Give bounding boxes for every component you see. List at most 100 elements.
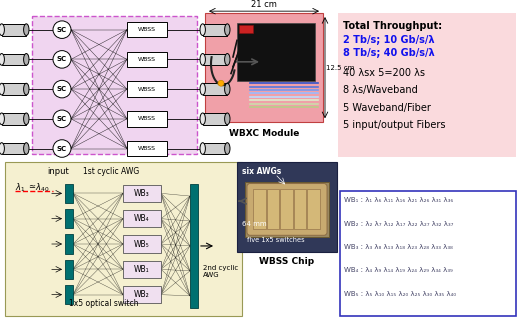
Bar — [2, 24, 27, 36]
Text: WBSS: WBSS — [138, 87, 156, 92]
Bar — [245, 182, 329, 237]
Bar — [237, 162, 337, 252]
Bar — [2, 143, 27, 154]
Ellipse shape — [200, 53, 205, 65]
Bar — [65, 260, 73, 279]
Text: WB₂: WB₂ — [134, 290, 150, 299]
Text: WBSS: WBSS — [138, 146, 156, 151]
Ellipse shape — [23, 143, 29, 154]
Bar — [190, 184, 198, 308]
Bar — [338, 13, 516, 157]
Circle shape — [53, 21, 71, 38]
Text: SC: SC — [57, 116, 67, 122]
Bar — [2, 53, 27, 65]
Text: five 1x5 switches: five 1x5 switches — [247, 237, 305, 243]
Bar — [123, 185, 161, 202]
Bar — [127, 52, 167, 67]
Text: WBSS: WBSS — [138, 116, 156, 121]
Text: WB₃ : λ₃ λ₈ λ₁₃ λ₁₈ λ₂₃ λ₂₈ λ₃₃ λ₃₈: WB₃ : λ₃ λ₈ λ₁₃ λ₁₈ λ₂₃ λ₂₈ λ₃₃ λ₃₈ — [344, 244, 453, 250]
Ellipse shape — [0, 83, 4, 95]
Ellipse shape — [23, 113, 29, 125]
Text: WBSS: WBSS — [138, 57, 156, 62]
Text: 2nd cyclic
AWG: 2nd cyclic AWG — [203, 265, 238, 278]
Text: WB₁: WB₁ — [134, 265, 150, 274]
Bar — [205, 13, 323, 122]
Text: input: input — [47, 167, 69, 176]
Text: six AWGs: six AWGs — [242, 167, 281, 176]
Ellipse shape — [225, 113, 230, 125]
Text: SC: SC — [57, 146, 67, 152]
Bar — [127, 141, 167, 156]
Text: 5 input/output Fibers: 5 input/output Fibers — [343, 120, 446, 130]
Ellipse shape — [200, 24, 205, 36]
Ellipse shape — [0, 24, 4, 36]
Bar — [267, 189, 279, 229]
Text: SC: SC — [57, 56, 67, 62]
Circle shape — [53, 110, 71, 128]
Text: Total Throughput:: Total Throughput: — [343, 21, 442, 31]
Bar — [203, 143, 227, 154]
Text: WB₁ : λ₁ λ₆ λ₁₁ λ₁₆ λ₂₁ λ₂₆ λ₃₁ λ₃₆: WB₁ : λ₁ λ₆ λ₁₁ λ₁₆ λ₂₁ λ₂₆ λ₃₁ λ₃₆ — [344, 197, 453, 203]
Ellipse shape — [200, 143, 205, 154]
Text: 1x5 optical switch: 1x5 optical switch — [69, 299, 138, 308]
Bar — [127, 111, 167, 127]
Ellipse shape — [225, 24, 230, 36]
Bar — [253, 189, 266, 229]
Text: 1st cyclic AWG: 1st cyclic AWG — [83, 167, 139, 176]
Bar — [203, 24, 227, 36]
Text: $\simeq$: $\simeq$ — [27, 182, 37, 191]
Bar — [2, 113, 27, 125]
Text: WB₅: WB₅ — [134, 239, 150, 249]
Bar — [237, 23, 315, 81]
Ellipse shape — [0, 143, 4, 154]
Bar — [32, 16, 197, 154]
Ellipse shape — [23, 53, 29, 65]
Text: SC: SC — [57, 27, 67, 33]
Text: SC: SC — [57, 86, 67, 92]
Bar — [294, 189, 306, 229]
Text: 8 Tb/s; 40 Gb/s/λ: 8 Tb/s; 40 Gb/s/λ — [343, 48, 435, 58]
Ellipse shape — [225, 143, 230, 154]
Bar — [127, 81, 167, 97]
Text: WB₄ : λ₄ λ₉ λ₁₄ λ₁₉ λ₂₄ λ₂₉ λ₃₄ λ₃₉: WB₄ : λ₄ λ₉ λ₁₄ λ₁₉ λ₂₄ λ₂₉ λ₃₄ λ₃₉ — [344, 268, 453, 273]
Text: 2 Tb/s; 10 Gb/s/λ: 2 Tb/s; 10 Gb/s/λ — [343, 35, 435, 44]
Bar — [203, 53, 227, 65]
Bar — [65, 285, 73, 304]
Text: WB₂ : λ₂ λ₇ λ₁₂ λ₁₇ λ₂₂ λ₂₇ λ₃₂ λ₃₇: WB₂ : λ₂ λ₇ λ₁₂ λ₁₇ λ₂₂ λ₂₇ λ₃₂ λ₃₇ — [344, 220, 453, 227]
Bar — [280, 189, 293, 229]
Bar — [307, 189, 320, 229]
Text: $\lambda_{40}$: $\lambda_{40}$ — [35, 182, 49, 194]
Text: WBXC Module: WBXC Module — [229, 129, 299, 138]
Text: $\lambda_1$: $\lambda_1$ — [15, 182, 25, 194]
Ellipse shape — [23, 83, 29, 95]
Bar — [127, 22, 167, 37]
Bar — [239, 25, 253, 33]
Circle shape — [53, 140, 71, 157]
Bar — [340, 191, 516, 316]
Text: WB₄: WB₄ — [134, 214, 150, 223]
Bar — [123, 260, 161, 278]
Text: 40 λsx 5=200 λs: 40 λsx 5=200 λs — [343, 68, 425, 78]
Circle shape — [218, 80, 224, 86]
Bar — [203, 83, 227, 95]
Circle shape — [53, 51, 71, 68]
Bar — [2, 83, 27, 95]
Ellipse shape — [23, 24, 29, 36]
Text: WBSS: WBSS — [138, 27, 156, 32]
Ellipse shape — [200, 113, 205, 125]
Ellipse shape — [225, 83, 230, 95]
Circle shape — [53, 80, 71, 98]
Bar — [123, 286, 161, 303]
Bar — [5, 162, 242, 316]
Ellipse shape — [200, 83, 205, 95]
Text: 8 λs/Waveband: 8 λs/Waveband — [343, 85, 418, 95]
Text: WB₃: WB₃ — [134, 189, 150, 198]
Text: 5 Waveband/Fiber: 5 Waveband/Fiber — [343, 103, 431, 113]
FancyBboxPatch shape — [247, 184, 327, 235]
Bar — [203, 113, 227, 125]
Text: 12.5 cm: 12.5 cm — [326, 65, 354, 71]
Ellipse shape — [225, 53, 230, 65]
Bar — [65, 234, 73, 254]
Text: WB₅ : λ₅ λ₁₀ λ₁₅ λ₂₀ λ₂₅ λ₃₀ λ₃₅ λ₄₀: WB₅ : λ₅ λ₁₀ λ₁₅ λ₂₀ λ₂₅ λ₃₀ λ₃₅ λ₄₀ — [344, 291, 456, 297]
Bar — [123, 210, 161, 228]
